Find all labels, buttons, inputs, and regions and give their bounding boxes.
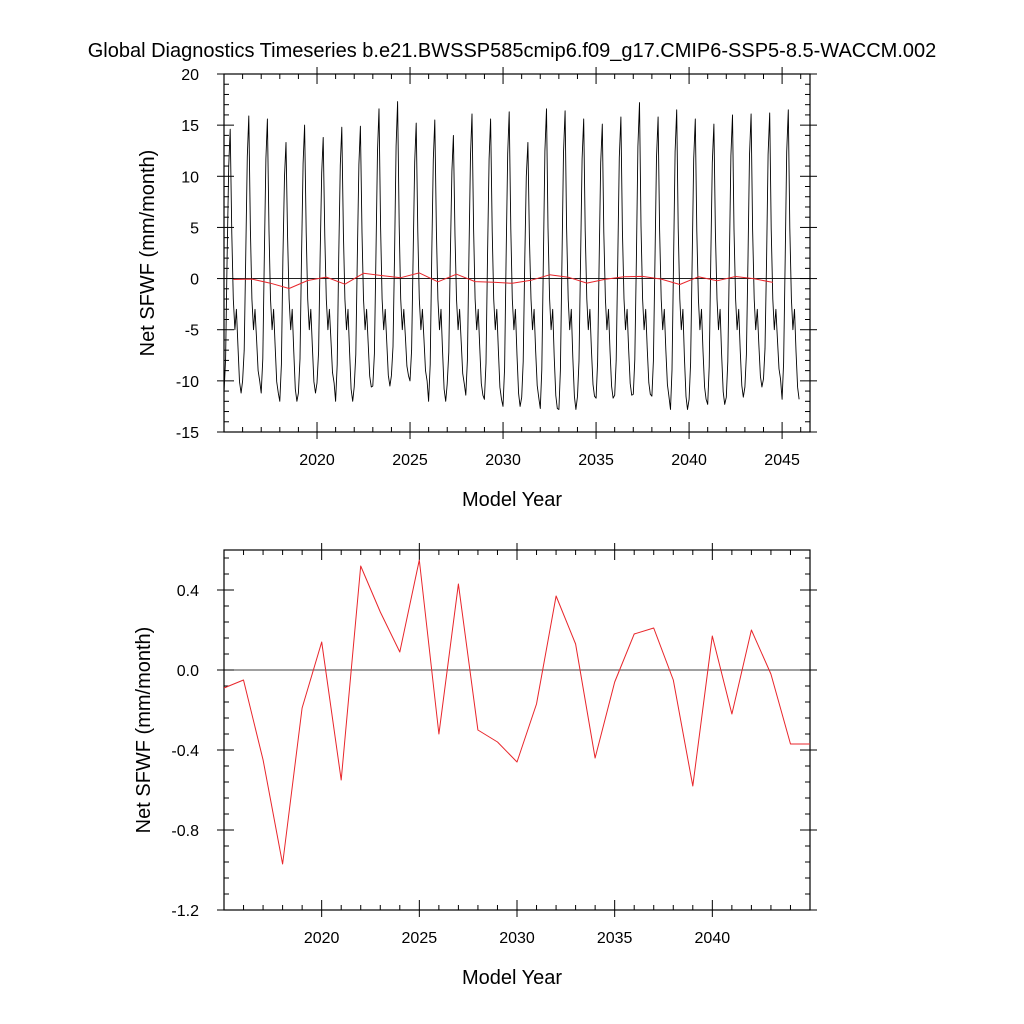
bottom-y-tick-label: -0.4 — [171, 743, 199, 760]
bottom-series-line-annual — [223, 559, 810, 865]
top-y-tick-label: 20 — [181, 67, 199, 84]
top-series-line-annual — [233, 272, 773, 289]
bottom-x-axis-label: Model Year — [462, 967, 562, 989]
top-x-tick-label: 2045 — [764, 452, 800, 469]
top-x-axis-label: Model Year — [462, 489, 562, 511]
top-series-line-monthly — [223, 101, 800, 410]
bottom-y-tick-label: 0.0 — [177, 663, 199, 680]
top-y-tick-label: -5 — [185, 323, 199, 340]
bottom-x-tick-label: 2040 — [695, 930, 731, 947]
top-y-axis-label: Net SFWF (mm/month) — [137, 150, 159, 357]
top-y-tick-label: 5 — [190, 220, 199, 237]
top-plot-frame — [223, 73, 811, 433]
top-y-tick-label: 15 — [181, 118, 199, 135]
top-panel: 2020 2025 2030 2035 2040 2045 -15 -10 -5 0 5 10 15 20… — [137, 67, 817, 511]
bottom-x-tick-label: 2025 — [402, 930, 438, 947]
top-x-tick-label: 2025 — [392, 452, 428, 469]
bottom-y-tick-label: -0.8 — [171, 823, 199, 840]
bottom-y-tick-label: 0.4 — [177, 583, 199, 600]
bottom-x-tick-label: 2035 — [597, 930, 633, 947]
top-y-tick-label: -15 — [176, 425, 199, 442]
bottom-plot-frame — [223, 549, 811, 911]
bottom-panel: 2020 2025 2030 2035 2040 -1.2 -0.8 -0.4 0.0 0.4 M… — [133, 543, 817, 989]
top-x-tick-label: 2035 — [578, 452, 614, 469]
bottom-y-tick-label: -1.2 — [171, 903, 199, 920]
top-y-tick-label: -10 — [176, 374, 199, 391]
bottom-x-tick-label: 2020 — [304, 930, 340, 947]
top-y-tick-label: 0 — [190, 272, 199, 289]
top-x-tick-label: 2030 — [485, 452, 521, 469]
bottom-x-tick-label: 2030 — [499, 930, 535, 947]
top-x-tick-label: 2040 — [671, 452, 707, 469]
top-x-tick-label: 2020 — [299, 452, 335, 469]
top-y-tick-label: 10 — [181, 169, 199, 186]
figure-title: Global Diagnostics Timeseries b.e21.BWSS… — [88, 40, 937, 62]
bottom-y-axis-label: Net SFWF (mm/month) — [133, 627, 155, 834]
